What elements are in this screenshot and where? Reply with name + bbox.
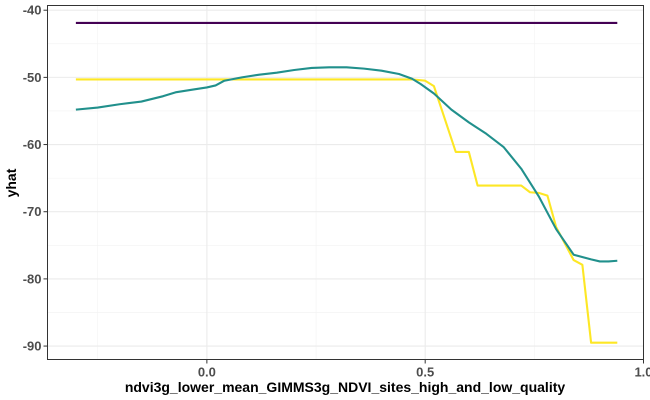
y-axis: -40 -50 -60 -70 -80 -90 — [23, 3, 48, 354]
series-lines — [75, 21, 618, 344]
x-tick-label: 0.0 — [198, 365, 216, 380]
y-axis-title: yhat — [3, 168, 19, 197]
panel-background — [47, 5, 644, 360]
y-tick-label: -80 — [23, 271, 42, 286]
x-tick-label: 0.5 — [416, 365, 434, 380]
series-line-3 — [75, 66, 618, 263]
y-tick-label: -70 — [23, 204, 42, 219]
y-tick-label: -40 — [23, 3, 42, 18]
y-tick-label: -60 — [23, 137, 42, 152]
x-axis: 0.0 0.5 1.0 — [198, 359, 650, 380]
y-tick-label: -90 — [23, 339, 42, 354]
x-axis-title: ndvi3g_lower_mean_GIMMS3g_NDVI_sites_hig… — [125, 379, 566, 395]
x-tick-label: 1.0 — [634, 365, 650, 380]
panel-border — [47, 5, 644, 360]
series-line-2 — [75, 78, 618, 344]
y-tick-label: -50 — [23, 70, 42, 85]
